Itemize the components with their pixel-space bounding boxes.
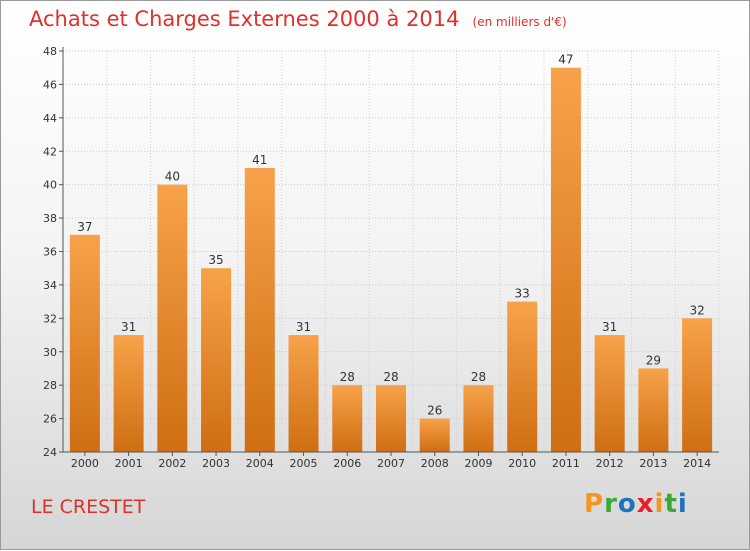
y-tick-label: 44 <box>43 112 57 125</box>
bar <box>113 335 144 452</box>
bar <box>376 385 406 452</box>
data-label: 47 <box>558 53 573 67</box>
y-tick-label: 42 <box>43 145 57 158</box>
x-tick-label: 2008 <box>421 457 449 470</box>
axes: 24 26 28 30 32 34 36 38 40 42 44 46 48 2000 2001 2002 20… <box>43 45 719 470</box>
data-label: 31 <box>602 320 617 334</box>
logo-letter: P <box>584 489 605 519</box>
x-tick-label: 2007 <box>377 457 405 470</box>
data-label: 41 <box>252 153 267 167</box>
bar <box>682 318 713 452</box>
x-tick-label: 2011 <box>552 457 580 470</box>
y-tick-label: 34 <box>43 279 57 292</box>
chart-title: Achats et Charges Externes 2000 à 2014 <box>29 7 460 31</box>
x-tick-label: 2010 <box>508 457 536 470</box>
bar <box>69 234 100 452</box>
logo-letter: o <box>617 489 637 519</box>
data-label: 31 <box>296 320 311 334</box>
bar <box>638 368 669 452</box>
bar <box>419 418 450 452</box>
x-tick-label: 2004 <box>246 457 274 470</box>
data-label: 26 <box>427 404 442 418</box>
logo-letter: r <box>604 489 618 519</box>
bar <box>332 385 363 452</box>
x-tick-label: 2003 <box>202 457 230 470</box>
x-tick-label: 2013 <box>639 457 667 470</box>
x-tick-label: 2001 <box>115 457 143 470</box>
logo-letter: i <box>654 489 665 519</box>
bar <box>244 167 275 453</box>
data-label: 32 <box>689 303 704 317</box>
bar <box>288 335 319 452</box>
bar <box>550 67 581 452</box>
x-tick-label: 2009 <box>464 457 492 470</box>
data-label: 28 <box>471 370 486 384</box>
bar <box>507 301 538 452</box>
y-tick-label: 28 <box>43 379 57 392</box>
x-tick-label: 2005 <box>290 457 318 470</box>
chart-subtitle: (en milliers d'€) <box>472 15 567 29</box>
bar <box>157 184 188 452</box>
y-tick-label: 40 <box>43 179 57 192</box>
bar <box>594 335 625 452</box>
data-label: 33 <box>515 287 530 301</box>
logo-letter: t <box>664 489 678 519</box>
proxiti-logo[interactable]: Proxiti <box>584 489 688 519</box>
data-label: 40 <box>165 170 180 184</box>
y-tick-label: 36 <box>43 246 57 259</box>
x-tick-label: 2006 <box>333 457 361 470</box>
y-tick-label: 30 <box>43 346 57 359</box>
logo-letter: x <box>636 489 655 519</box>
y-tick-label: 46 <box>43 78 57 91</box>
x-tick-label: 2014 <box>683 457 711 470</box>
logo-letter: i <box>677 489 688 519</box>
bars: 37 31 40 35 41 31 28 28 26 28 33 47 31 29 32 <box>69 53 713 453</box>
y-tick-label: 26 <box>43 413 57 426</box>
data-label: 29 <box>646 353 661 367</box>
data-label: 37 <box>77 220 92 234</box>
y-tick-label: 48 <box>43 45 57 58</box>
y-tick-label: 38 <box>43 212 57 225</box>
y-tick-label: 32 <box>43 312 57 325</box>
data-label: 28 <box>383 370 398 384</box>
data-label: 28 <box>340 370 355 384</box>
bar <box>201 268 232 452</box>
x-tick-label: 2012 <box>596 457 624 470</box>
title-block: Achats et Charges Externes 2000 à 2014 (… <box>29 7 567 31</box>
data-label: 35 <box>208 253 223 267</box>
y-tick-label: 24 <box>43 446 57 459</box>
x-tick-label: 2002 <box>158 457 186 470</box>
bar <box>463 385 494 452</box>
commune-name: LE CRESTET <box>31 496 146 518</box>
data-label: 31 <box>121 320 136 334</box>
x-tick-label: 2000 <box>71 457 99 470</box>
